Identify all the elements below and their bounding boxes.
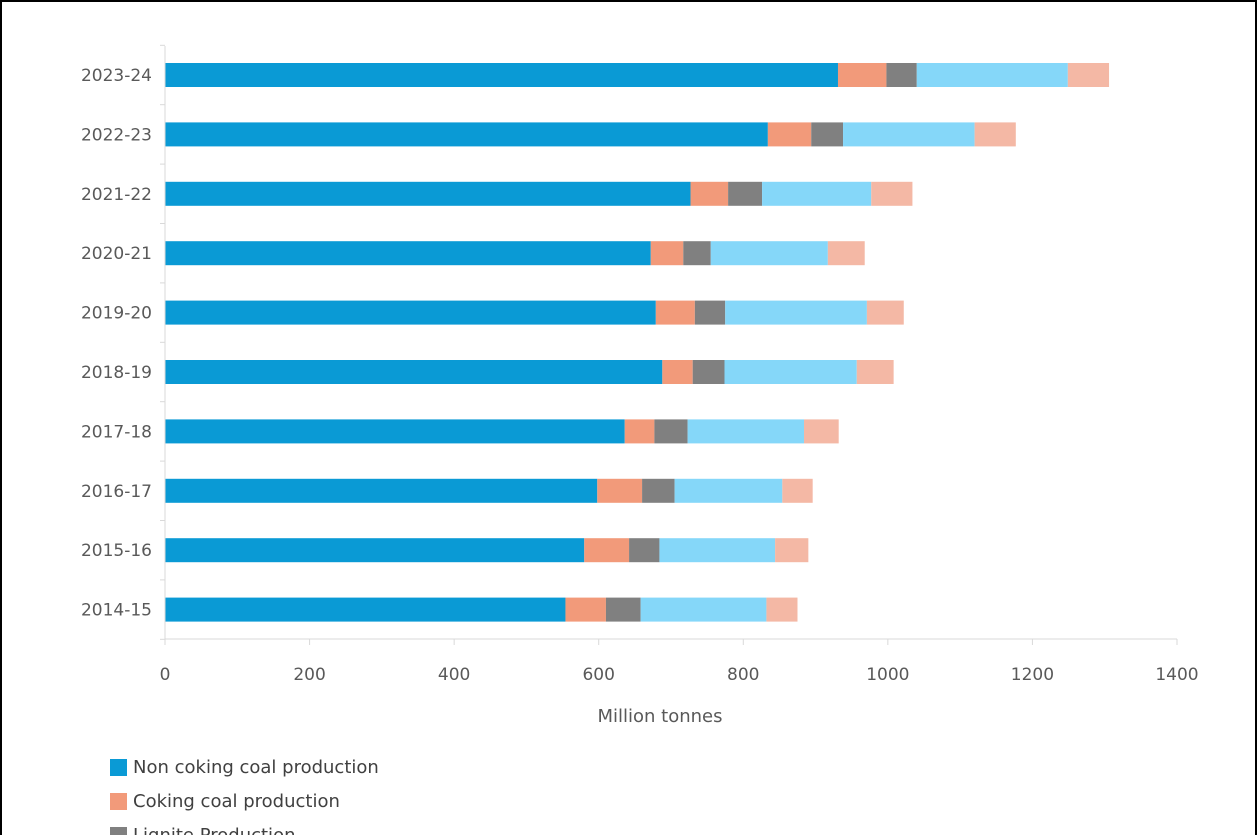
bar-segment-s0-2016-17: [165, 478, 598, 503]
bar-segment-s4-2019-20: [866, 300, 904, 325]
legend-label: Coking coal production: [133, 790, 340, 812]
bar-segment-s1-2015-16: [584, 538, 630, 563]
bar-segment-s0-2023-24: [165, 63, 838, 87]
legend-item: Coking coal production: [110, 784, 379, 818]
bar-segment-s3-2022-23: [843, 122, 975, 147]
x-tick-label: 600: [582, 665, 614, 685]
bar-segment-s4-2020-21: [827, 241, 865, 266]
bar-segment-s2-2022-23: [811, 122, 844, 147]
bar-segment-s1-2018-19: [662, 360, 693, 384]
bar-segment-s2-2020-21: [683, 241, 711, 266]
bar-segment-s0-2014-15: [165, 597, 566, 622]
bar-segment-s2-2015-16: [629, 538, 660, 563]
category-label: 2023-24: [81, 66, 152, 86]
legend-item: Non coking coal production: [110, 750, 379, 784]
stacked-bar-chart: 2023-24 2022-23 2021-22 2020-21 2019-20 2018-…: [81, 44, 1199, 727]
bar-segment-s4-2016-17: [782, 478, 813, 503]
legend-swatch: [110, 792, 127, 810]
x-tick-label: 0: [160, 665, 171, 685]
bar-segment-s1-2019-20: [655, 300, 695, 325]
bar-segment-s2-2019-20: [694, 300, 726, 325]
bar-segment-s0-2021-22: [165, 181, 691, 206]
legend-label: Lignite Production: [133, 824, 296, 835]
bar-segment-s3-2014-15: [640, 597, 767, 622]
bar-segment-s3-2019-20: [725, 300, 867, 325]
bar-segment-s2-2016-17: [642, 478, 675, 503]
bar-segment-s3-2018-19: [724, 360, 857, 384]
bar-segment-s3-2016-17: [674, 478, 783, 503]
bar-segment-s3-2023-24: [916, 63, 1068, 87]
bar-segment-s1-2020-21: [650, 241, 684, 266]
x-tick-label: 200: [293, 665, 325, 685]
bars-layer: [165, 63, 1110, 622]
legend-swatch: [110, 826, 127, 835]
category-label: 2020-21: [81, 244, 152, 264]
category-label: 2015-16: [81, 541, 152, 561]
legend: Non coking coal production Coking coal pr…: [110, 750, 379, 835]
bar-segment-s4-2021-22: [871, 181, 913, 206]
x-tick-label: 1000: [866, 665, 909, 685]
bar-segment-s0-2017-18: [165, 419, 625, 444]
bar-segment-s1-2022-23: [767, 122, 812, 147]
legend-swatch: [110, 758, 127, 776]
x-tick-label: 1400: [1155, 665, 1198, 685]
bar-segment-s3-2021-22: [762, 181, 872, 206]
bar-segment-s4-2022-23: [974, 122, 1016, 147]
bar-segment-s0-2018-19: [165, 360, 663, 384]
category-label: 2019-20: [81, 304, 152, 324]
bar-segment-s1-2023-24: [837, 63, 887, 87]
bar-segment-s1-2016-17: [597, 478, 643, 503]
bar-segment-s0-2015-16: [165, 538, 585, 563]
bar-segment-s1-2021-22: [690, 181, 729, 206]
x-tick-label: 1200: [1011, 665, 1054, 685]
category-label: 2016-17: [81, 482, 152, 502]
x-tick-label: 800: [727, 665, 759, 685]
x-tick-label: 400: [438, 665, 470, 685]
axes-layer: 2023-24 2022-23 2021-22 2020-21 2019-20 2018-…: [81, 44, 1199, 685]
x-axis-title: Million tonnes: [597, 706, 722, 727]
bar-segment-s4-2023-24: [1067, 63, 1110, 87]
bar-segment-s2-2017-18: [654, 419, 688, 444]
bar-segment-s3-2017-18: [687, 419, 805, 444]
legend-label: Non coking coal production: [133, 756, 379, 778]
bar-segment-s4-2017-18: [804, 419, 839, 444]
bar-segment-s0-2022-23: [165, 122, 768, 147]
bar-segment-s0-2020-21: [165, 241, 651, 266]
bar-segment-s2-2018-19: [692, 360, 725, 384]
bar-segment-s2-2023-24: [886, 63, 917, 87]
bar-segment-s1-2017-18: [624, 419, 655, 444]
bar-segment-s3-2015-16: [659, 538, 776, 563]
legend-item: Lignite Production: [110, 818, 379, 835]
bar-segment-s3-2020-21: [710, 241, 828, 266]
bar-segment-s2-2014-15: [605, 597, 641, 622]
bar-segment-s4-2015-16: [775, 538, 809, 563]
bar-segment-s1-2014-15: [565, 597, 606, 622]
category-label: 2014-15: [81, 601, 152, 621]
category-label: 2022-23: [81, 125, 152, 145]
bar-segment-s2-2021-22: [728, 181, 763, 206]
category-label: 2017-18: [81, 422, 152, 442]
bar-segment-s4-2014-15: [766, 597, 798, 622]
category-label: 2018-19: [81, 363, 152, 383]
bar-segment-s4-2018-19: [856, 360, 894, 384]
category-label: 2021-22: [81, 185, 152, 205]
bar-segment-s0-2019-20: [165, 300, 656, 325]
